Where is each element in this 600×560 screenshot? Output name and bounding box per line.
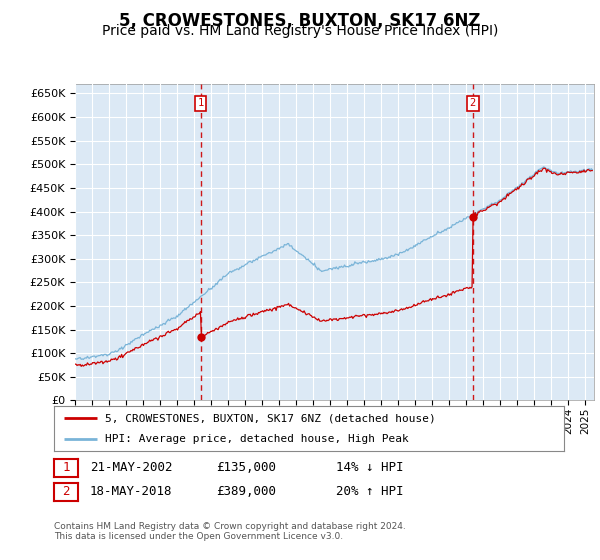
Text: 18-MAY-2018: 18-MAY-2018: [90, 486, 173, 498]
Text: 21-MAY-2002: 21-MAY-2002: [90, 461, 173, 474]
Text: HPI: Average price, detached house, High Peak: HPI: Average price, detached house, High…: [105, 433, 409, 444]
Text: Contains HM Land Registry data © Crown copyright and database right 2024.
This d: Contains HM Land Registry data © Crown c…: [54, 522, 406, 542]
Text: 5, CROWESTONES, BUXTON, SK17 6NZ (detached house): 5, CROWESTONES, BUXTON, SK17 6NZ (detach…: [105, 413, 436, 423]
Text: £389,000: £389,000: [216, 486, 276, 498]
Text: 1: 1: [197, 98, 204, 108]
Text: 2: 2: [62, 486, 70, 498]
Text: Price paid vs. HM Land Registry's House Price Index (HPI): Price paid vs. HM Land Registry's House …: [102, 24, 498, 38]
Text: 5, CROWESTONES, BUXTON, SK17 6NZ: 5, CROWESTONES, BUXTON, SK17 6NZ: [119, 12, 481, 30]
Text: 20% ↑ HPI: 20% ↑ HPI: [336, 486, 404, 498]
Text: 14% ↓ HPI: 14% ↓ HPI: [336, 461, 404, 474]
Text: 1: 1: [62, 461, 70, 474]
Text: 2: 2: [470, 98, 476, 108]
Text: £135,000: £135,000: [216, 461, 276, 474]
